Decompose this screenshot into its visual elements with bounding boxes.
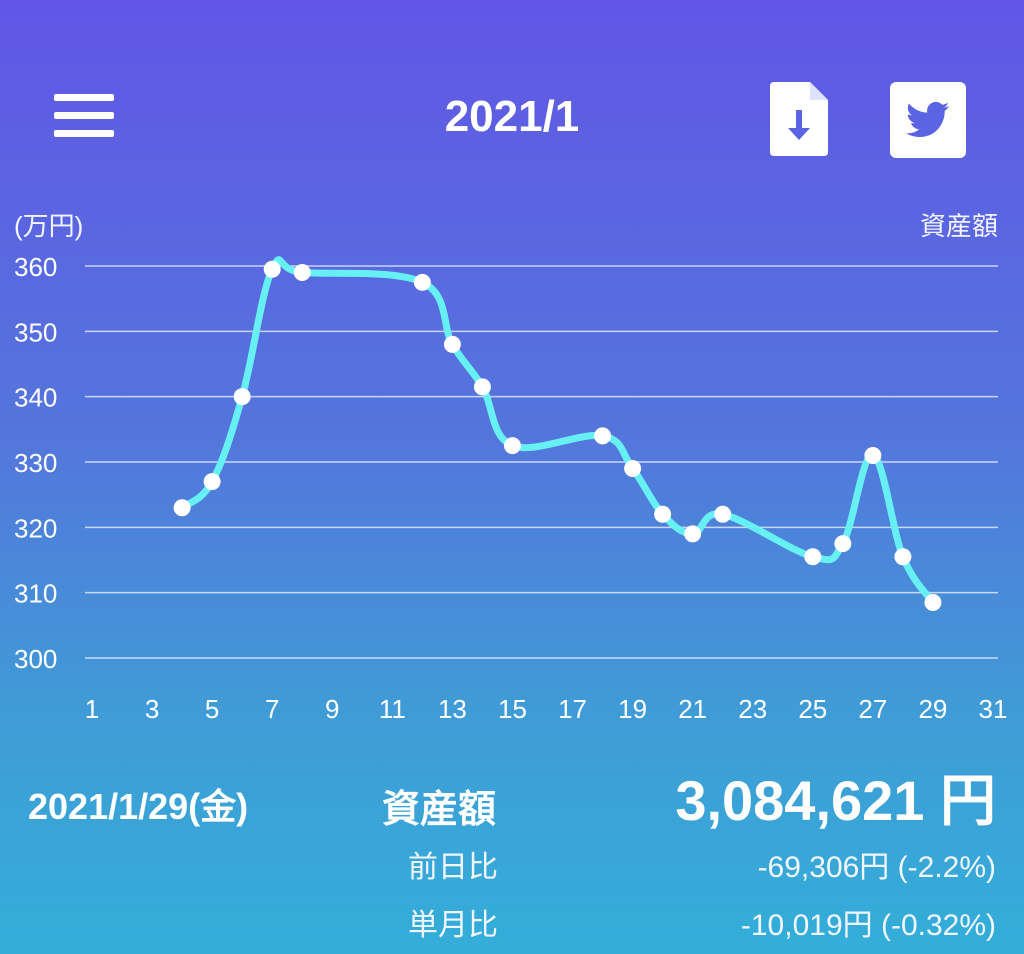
y-tick-label: 300 bbox=[14, 644, 57, 674]
month-change-value: -10,019円 (-0.32%) bbox=[740, 909, 996, 942]
x-tick-label: 21 bbox=[678, 694, 707, 724]
data-point[interactable] bbox=[594, 427, 612, 445]
asset-label: 資産額 bbox=[382, 789, 497, 831]
data-point[interactable] bbox=[864, 446, 882, 464]
x-tick-label: 9 bbox=[325, 694, 339, 724]
data-point[interactable] bbox=[443, 335, 461, 353]
x-tick-label: 19 bbox=[618, 694, 647, 724]
data-point[interactable] bbox=[503, 437, 521, 455]
y-tick-label: 360 bbox=[14, 252, 57, 282]
data-point[interactable] bbox=[654, 505, 672, 523]
data-point[interactable] bbox=[684, 525, 702, 543]
x-tick-label: 25 bbox=[798, 694, 827, 724]
header-bar: 2021/1 bbox=[0, 0, 1024, 200]
day-change-value: -69,306円 (-2.2%) bbox=[757, 851, 996, 884]
series-line bbox=[178, 256, 937, 606]
y-tick-label: 330 bbox=[14, 448, 57, 478]
data-point[interactable] bbox=[263, 260, 281, 278]
y-tick-label: 340 bbox=[14, 383, 57, 413]
legend-series-label: 資産額 bbox=[919, 211, 998, 241]
selected-date: 2021/1/29(金) bbox=[28, 786, 249, 827]
data-point[interactable] bbox=[473, 378, 491, 396]
x-tick-label: 27 bbox=[858, 694, 887, 724]
y-tick-label: 350 bbox=[14, 317, 57, 347]
twitter-icon bbox=[906, 101, 950, 138]
page-title: 2021/1 bbox=[444, 92, 580, 141]
x-tick-label: 23 bbox=[738, 694, 767, 724]
x-tick-label: 7 bbox=[265, 694, 279, 724]
day-change-label: 前日比 bbox=[408, 851, 498, 884]
data-point[interactable] bbox=[924, 593, 942, 611]
x-tick-label: 15 bbox=[498, 694, 527, 724]
x-tick-label: 13 bbox=[438, 694, 467, 724]
x-tick-label: 11 bbox=[379, 694, 406, 724]
x-tick-label: 5 bbox=[205, 694, 219, 724]
x-tick-label: 1 bbox=[85, 694, 99, 724]
month-change-label: 単月比 bbox=[408, 909, 498, 942]
asset-value: 3,084,621 円 bbox=[675, 769, 996, 832]
x-tick-label: 29 bbox=[918, 694, 947, 724]
file-download-icon bbox=[770, 82, 828, 156]
y-axis-unit-label: (万円) bbox=[14, 211, 84, 241]
data-point[interactable] bbox=[413, 273, 431, 291]
y-tick-label: 310 bbox=[14, 579, 57, 609]
data-point[interactable] bbox=[293, 264, 311, 282]
summary-panel: 2021/1/29(金) 資産額 3,084,621 円 前日比 -69,306… bbox=[0, 740, 1024, 954]
hamburger-menu-icon bbox=[54, 94, 114, 101]
data-point[interactable] bbox=[804, 548, 822, 566]
data-point[interactable] bbox=[203, 473, 221, 491]
menu-button[interactable] bbox=[50, 90, 118, 150]
data-point[interactable] bbox=[624, 460, 642, 478]
data-point[interactable] bbox=[834, 535, 852, 553]
x-tick-label: 17 bbox=[558, 694, 587, 724]
data-point[interactable] bbox=[714, 505, 732, 523]
data-point[interactable] bbox=[173, 499, 191, 517]
x-tick-label: 3 bbox=[145, 694, 159, 724]
download-button[interactable] bbox=[770, 82, 828, 156]
twitter-share-button[interactable] bbox=[890, 82, 966, 158]
y-tick-label: 320 bbox=[14, 513, 57, 543]
data-point[interactable] bbox=[233, 388, 251, 406]
x-tick-label: 31 bbox=[979, 694, 1008, 724]
data-point[interactable] bbox=[894, 548, 912, 566]
